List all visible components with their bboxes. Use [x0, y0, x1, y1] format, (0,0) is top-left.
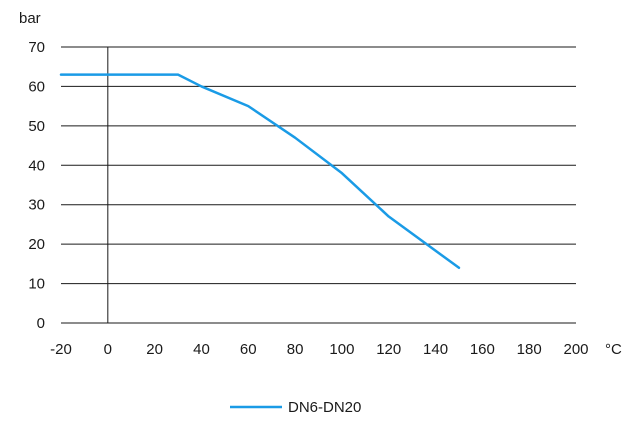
series-line	[59, 73, 461, 270]
x-tick-labels: -20 0 20 40 60 80 100 120 140 160 180 200	[50, 341, 588, 358]
x-tick-label: -20	[50, 341, 72, 358]
x-tick-label: 80	[287, 341, 304, 358]
x-tick-label: 60	[240, 341, 257, 358]
grid-lines	[61, 46, 576, 324]
x-tick-label: 140	[423, 341, 448, 358]
x-tick-label: 40	[193, 341, 210, 358]
x-tick-label: 120	[376, 341, 401, 358]
y-tick-label: 0	[37, 315, 45, 332]
y-axis-unit-label: bar	[19, 10, 41, 27]
y-tick-label: 20	[28, 236, 45, 253]
x-tick-label: 100	[329, 341, 354, 358]
x-tick-label: 200	[563, 341, 588, 358]
x-tick-label: 0	[104, 341, 112, 358]
y-tick-label: 30	[28, 197, 45, 214]
x-axis-unit-label: °C	[605, 341, 622, 358]
x-tick-label: 180	[517, 341, 542, 358]
y-tick-label: 40	[28, 157, 45, 174]
x-tick-label: 160	[470, 341, 495, 358]
legend: DN6-DN20	[230, 399, 361, 416]
legend-label: DN6-DN20	[288, 399, 361, 416]
x-tick-label: 20	[146, 341, 163, 358]
y-tick-label: 50	[28, 118, 45, 135]
series-layer	[59, 73, 461, 270]
y-tick-label: 70	[28, 39, 45, 56]
y-tick-label: 60	[28, 78, 45, 95]
y-tick-label: 10	[28, 276, 45, 293]
y-tick-labels: 0 10 20 30 40 50 60 70	[28, 39, 45, 332]
